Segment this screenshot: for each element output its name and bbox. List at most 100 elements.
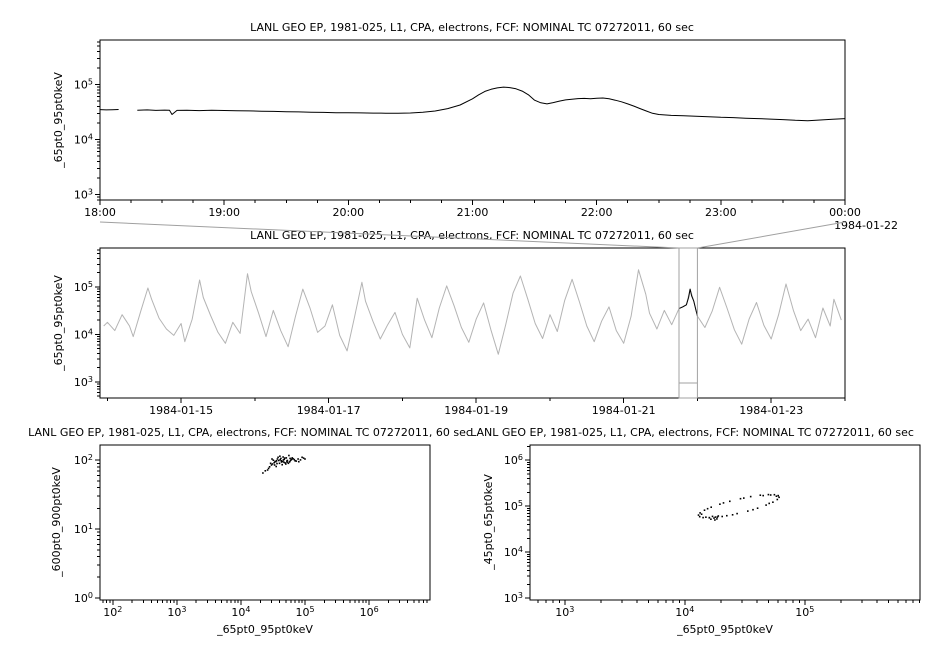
- x-tick-label: 22:00: [581, 206, 613, 219]
- panel3-title: LANL GEO EP, 1981-025, L1, CPA, electron…: [28, 426, 472, 439]
- log-tick-label: 101: [74, 522, 93, 536]
- scatter-point: [279, 458, 281, 461]
- scatter-point: [290, 458, 293, 461]
- series-context-flux-65-95keV: [103, 269, 842, 355]
- x-tick-label: 1984-01-23: [739, 404, 803, 417]
- panel3-plot-area[interactable]: 100 101 102 102 103 104 105 106: [74, 444, 431, 619]
- scatter-point: [705, 516, 707, 518]
- log-tick-label: 105: [296, 605, 315, 619]
- scatter-point: [280, 460, 282, 462]
- scatter-point: [768, 502, 770, 505]
- scatter-point: [281, 463, 283, 466]
- log-tick-label: 105: [74, 78, 93, 92]
- scatter-point: [708, 516, 711, 519]
- scatter-point: [275, 460, 277, 463]
- plot-frame: [529, 444, 921, 601]
- scatter-point: [777, 494, 779, 497]
- scatter-point: [743, 497, 745, 499]
- scatter-point: [726, 514, 728, 517]
- scatter-point: [736, 512, 738, 515]
- scatter-point: [269, 462, 272, 465]
- scatter-point: [276, 458, 279, 460]
- scatter-point: [717, 515, 720, 517]
- scatter-point: [262, 472, 264, 474]
- scatter-point: [778, 496, 780, 499]
- scatter-point: [299, 459, 302, 461]
- panel1-plot-area[interactable]: 103 104 105 18:00 19:00 20:00 21:00 22:00 23:00 0…: [74, 39, 861, 219]
- scatter-point: [288, 454, 290, 457]
- panel4-plot-area[interactable]: 103 104 105 106 103 104 105: [504, 444, 921, 619]
- scatter-point: [721, 515, 723, 518]
- scatter-point: [749, 495, 752, 498]
- scatter-point: [702, 516, 704, 519]
- panel1-title: LANL GEO EP, 1981-025, L1, CPA, electron…: [250, 21, 694, 34]
- scatter-point: [270, 464, 273, 466]
- panel-zoom-timeseries: LANL GEO EP, 1981-025, L1, CPA, electron…: [52, 21, 898, 232]
- log-tick-label: 104: [231, 605, 250, 619]
- panel2-plot-area[interactable]: 103 104 105 1984-01-15 1984-01-17 1984-01-19 1…: [74, 247, 846, 417]
- scatter-point: [289, 457, 291, 460]
- log-tick-label: 103: [74, 188, 93, 202]
- panel-scatter-600-900: LANL GEO EP, 1981-025, L1, CPA, electron…: [28, 426, 472, 636]
- log-tick-label: 104: [74, 133, 93, 147]
- series-electron-flux-65-95keV: [99, 86, 846, 122]
- scatter-point: [706, 507, 709, 510]
- scatter-point: [703, 509, 706, 511]
- plot-zoom-surface[interactable]: [530, 445, 920, 600]
- scatter-point: [292, 457, 294, 460]
- scatter-point: [285, 457, 288, 459]
- scatter-point: [304, 458, 306, 460]
- panel-context-timeseries: LANL GEO EP, 1981-025, L1, CPA, electron…: [52, 229, 846, 417]
- scatter-point: [298, 460, 300, 463]
- plot-zoom-surface[interactable]: [100, 40, 845, 200]
- log-tick-label: 105: [74, 280, 93, 294]
- scatter-point: [273, 464, 276, 466]
- connector-right-line: [697, 221, 846, 249]
- scatter-point: [287, 462, 290, 465]
- scatter-point: [276, 462, 278, 465]
- log-tick-label: 103: [74, 375, 93, 389]
- log-tick-label: 105: [795, 605, 814, 619]
- scatter-point: [291, 457, 293, 459]
- scatter-point: [711, 515, 714, 518]
- panel4-x-axis-label: _65pt0_95pt0keV: [676, 623, 773, 636]
- selection-box[interactable]: [678, 247, 698, 399]
- x-tick-label: 1984-01-15: [149, 404, 213, 417]
- log-tick-label: 106: [360, 605, 379, 619]
- log-tick-label: 102: [103, 605, 122, 619]
- scatter-point: [266, 469, 269, 471]
- log-tick-label: 104: [504, 545, 523, 559]
- scatter-point: [267, 467, 270, 470]
- scatter-point: [739, 497, 742, 500]
- scatter-point: [283, 461, 285, 464]
- scatter-point: [767, 493, 770, 496]
- scatter-point: [268, 466, 271, 468]
- scatter-point: [700, 513, 703, 515]
- scatter-point: [273, 461, 275, 464]
- scatter-point: [716, 516, 719, 518]
- scatter-point: [722, 502, 725, 504]
- scatter-point: [699, 512, 701, 514]
- scatter-point: [272, 459, 275, 461]
- scatter-point: [283, 458, 286, 461]
- log-tick-label: 103: [555, 605, 574, 619]
- scatter-point: [698, 515, 701, 518]
- scatter-point: [772, 501, 774, 503]
- scatter-point: [697, 514, 700, 516]
- series-highlighted-interval-flux: [678, 288, 698, 317]
- x-tick-label: 00:00: [829, 206, 861, 219]
- scatter-point: [752, 508, 754, 511]
- plot-zoom-surface[interactable]: [100, 248, 845, 398]
- x-tick-label: 1984-01-19: [444, 404, 508, 417]
- plot-zoom-surface[interactable]: [100, 445, 430, 600]
- scatter-point: [278, 459, 280, 462]
- scatter-point: [747, 510, 749, 512]
- panel4-title: LANL GEO EP, 1981-025, L1, CPA, electron…: [470, 426, 914, 439]
- scatter-point: [714, 519, 716, 521]
- scatter-point: [280, 461, 283, 463]
- scatter-point: [294, 460, 296, 462]
- scatter-point: [297, 458, 299, 460]
- scatter-point: [279, 455, 281, 457]
